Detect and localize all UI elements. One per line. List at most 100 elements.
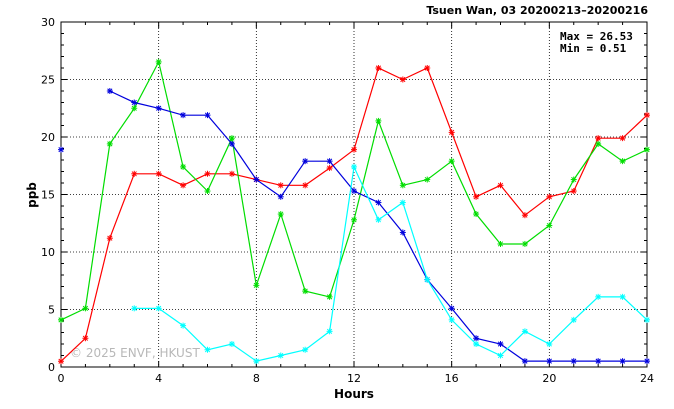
series-group [58, 58, 650, 365]
data-point [521, 212, 528, 219]
data-point [326, 328, 333, 335]
x-tick-label: 20 [542, 372, 556, 385]
data-point [180, 163, 187, 170]
data-point [619, 293, 626, 300]
data-point [204, 346, 211, 353]
series-line [109, 90, 647, 362]
data-point [351, 216, 357, 223]
y-tick-label: 15 [41, 189, 55, 202]
y-tick-label: 30 [41, 16, 55, 29]
y-tick-label: 5 [48, 304, 55, 317]
data-point [228, 135, 235, 142]
x-tick-label: 16 [445, 372, 459, 385]
data-point [326, 158, 333, 165]
x-tick-label: 12 [347, 372, 361, 385]
data-point [497, 352, 504, 359]
data-point [644, 112, 650, 119]
data-point [375, 65, 382, 71]
data-point [155, 58, 162, 65]
data-point [619, 158, 626, 165]
data-point [644, 358, 650, 365]
data-point [58, 316, 64, 323]
data-point [375, 216, 382, 223]
x-tick-label: 24 [640, 372, 654, 385]
data-point [155, 105, 162, 112]
data-point [521, 358, 528, 365]
data-point [326, 165, 333, 172]
min-stat: Min = 0.51 [560, 42, 627, 55]
data-point [302, 346, 309, 353]
data-point [595, 135, 602, 142]
series-4 [131, 163, 650, 365]
data-point [497, 182, 504, 189]
max-stat: Max = 26.53 [560, 30, 633, 43]
data-point [473, 335, 480, 342]
data-point [351, 163, 357, 170]
data-point [473, 341, 480, 347]
data-point [180, 182, 187, 189]
data-point [570, 316, 577, 323]
data-point [570, 358, 577, 365]
data-point [58, 146, 64, 153]
y-tick-label: 0 [48, 361, 55, 374]
data-point [473, 193, 480, 200]
data-point [546, 341, 553, 347]
data-point [106, 88, 113, 94]
series-3 [58, 88, 650, 365]
data-point [424, 176, 431, 183]
grid-lines [61, 22, 647, 367]
data-point [106, 140, 113, 147]
data-point [546, 358, 553, 365]
data-point [155, 305, 162, 312]
data-point [644, 146, 650, 153]
data-point [570, 188, 577, 195]
data-point [228, 170, 235, 177]
y-tick-label: 25 [41, 74, 55, 87]
data-point [473, 211, 480, 218]
data-point [302, 288, 309, 295]
data-point [595, 293, 602, 300]
data-point [131, 99, 138, 106]
data-point [595, 140, 602, 147]
data-point [546, 222, 553, 229]
watermark-text: © 2025 ENVF, HKUST [70, 346, 200, 360]
data-point [277, 352, 284, 359]
data-point [619, 358, 626, 365]
data-point [253, 282, 260, 289]
data-point [204, 170, 211, 177]
data-point [424, 276, 431, 283]
data-point [424, 65, 431, 71]
data-point [399, 199, 406, 206]
x-axis-title: Hours [334, 387, 374, 401]
data-point [131, 105, 138, 112]
data-point [253, 176, 260, 183]
y-tick-label: 10 [41, 246, 55, 259]
data-point [326, 293, 333, 300]
data-point [302, 158, 309, 165]
axis-ticks [60, 21, 648, 368]
data-point [448, 305, 455, 312]
data-point [570, 176, 577, 183]
data-point [521, 240, 528, 247]
series-line [134, 164, 648, 362]
data-point [228, 140, 235, 147]
data-point [375, 199, 382, 206]
data-point [546, 193, 553, 200]
data-point [204, 188, 211, 195]
series-2 [58, 58, 650, 323]
data-point [180, 322, 187, 329]
data-point [204, 112, 211, 119]
data-point [448, 158, 455, 165]
data-point [277, 182, 284, 189]
data-point [448, 316, 455, 323]
data-point [82, 305, 89, 312]
data-point [228, 341, 235, 347]
chart-title: Tsuen Wan, 03 20200213–20200216 [426, 4, 648, 17]
y-axis-title: ppb [25, 182, 39, 208]
data-point [58, 358, 64, 365]
data-point [619, 135, 626, 142]
data-point [399, 182, 406, 189]
y-tick-label: 20 [41, 131, 55, 144]
data-point [277, 211, 284, 218]
